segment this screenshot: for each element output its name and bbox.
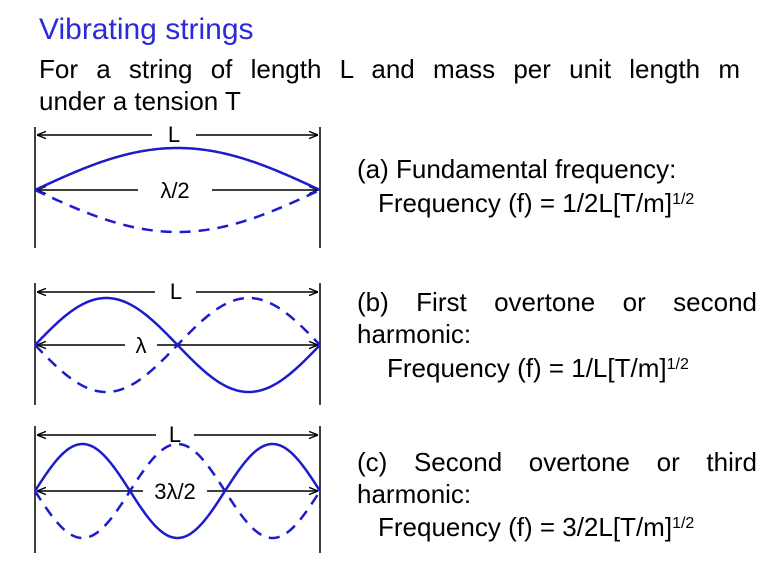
panel-a-diagram: L λ/2	[34, 122, 321, 248]
panel-c-standing-wave-solid	[33, 442, 322, 540]
panel-a-formula-main: Frequency (f) = 1/2L[T/m]	[378, 188, 673, 218]
panel-c-formula-exponent: 1/2	[672, 515, 695, 532]
panel-b-wave-label: λ	[136, 333, 147, 358]
panel-c-formula-main: Frequency (f) = 3/2L[T/m]	[378, 512, 673, 542]
panel-c-length-label: L	[169, 422, 181, 447]
panel-b-length-label: L	[170, 279, 182, 304]
intro-line-2: under a tension T	[39, 86, 241, 116]
panel-b-standing-wave-dashed	[34, 296, 321, 394]
panel-a-standing-wave-dashed	[34, 188, 321, 234]
panel-a-standing-wave-solid	[34, 146, 321, 192]
panel-b-diagram: L λ	[34, 279, 321, 405]
panel-c-formula: Frequency (f) = 3/2L[T/m]1/2	[378, 511, 694, 543]
panel-c-caption-line-1: (c) Second overtone or third	[357, 447, 757, 477]
panel-a-caption: (a) Fundamental frequency:	[357, 154, 677, 184]
panel-c-diagram: L 3λ/2	[33, 422, 322, 553]
panel-a-formula-exponent: 1/2	[672, 191, 695, 208]
panel-c-wave-label: 3λ/2	[154, 479, 196, 504]
panel-a-formula: Frequency (f) = 1/2L[T/m]1/2	[378, 187, 694, 219]
panel-a-wave-label: λ/2	[160, 178, 189, 203]
panel-c-standing-wave-dashed	[33, 442, 322, 540]
panel-b-formula-exponent: 1/2	[666, 356, 689, 373]
panel-c-caption-line-2: harmonic:	[357, 479, 472, 509]
panel-a-length-label: L	[168, 122, 180, 147]
page-title: Vibrating strings	[39, 13, 254, 46]
panel-b-caption-line-1: (b) First overtone or second	[357, 287, 757, 317]
panel-b-formula: Frequency (f) = 1/L[T/m]1/2	[387, 352, 689, 384]
intro-line-1: For a string of length L and mass per un…	[39, 54, 740, 84]
panel-b-caption-line-2: harmonic:	[357, 319, 472, 349]
panel-b-formula-main: Frequency (f) = 1/L[T/m]	[387, 353, 667, 383]
